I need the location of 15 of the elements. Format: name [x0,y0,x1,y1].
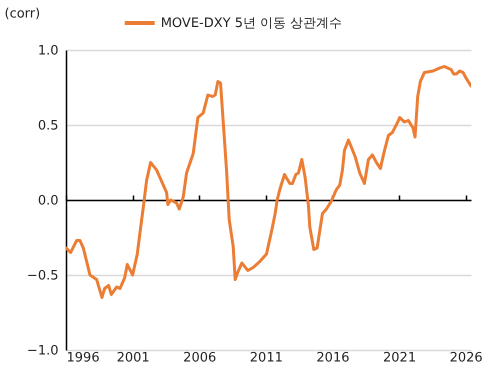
legend-label: MOVE-DXY 5년 이동 상관계수 [160,16,342,31]
x-tick-label: 2011 [250,350,283,366]
x-tick-label: 2021 [383,350,416,366]
x-tick-label: 2026 [450,350,483,366]
x-tick-label: 2016 [316,350,350,366]
y-tick-label: 1.0 [38,44,58,58]
y-axis-title: (corr) [4,6,40,22]
x-tick-label: 2001 [116,350,150,366]
y-tick-label: 0.5 [38,118,58,134]
line-series [66,65,471,299]
x-tick-label: 1996 [66,350,100,366]
x-tick-label: 2006 [183,350,216,366]
y-tick-label: 0.0 [38,194,58,208]
y-tick-label: −1.0 [26,344,58,358]
y-tick-label: −0.5 [26,268,58,284]
